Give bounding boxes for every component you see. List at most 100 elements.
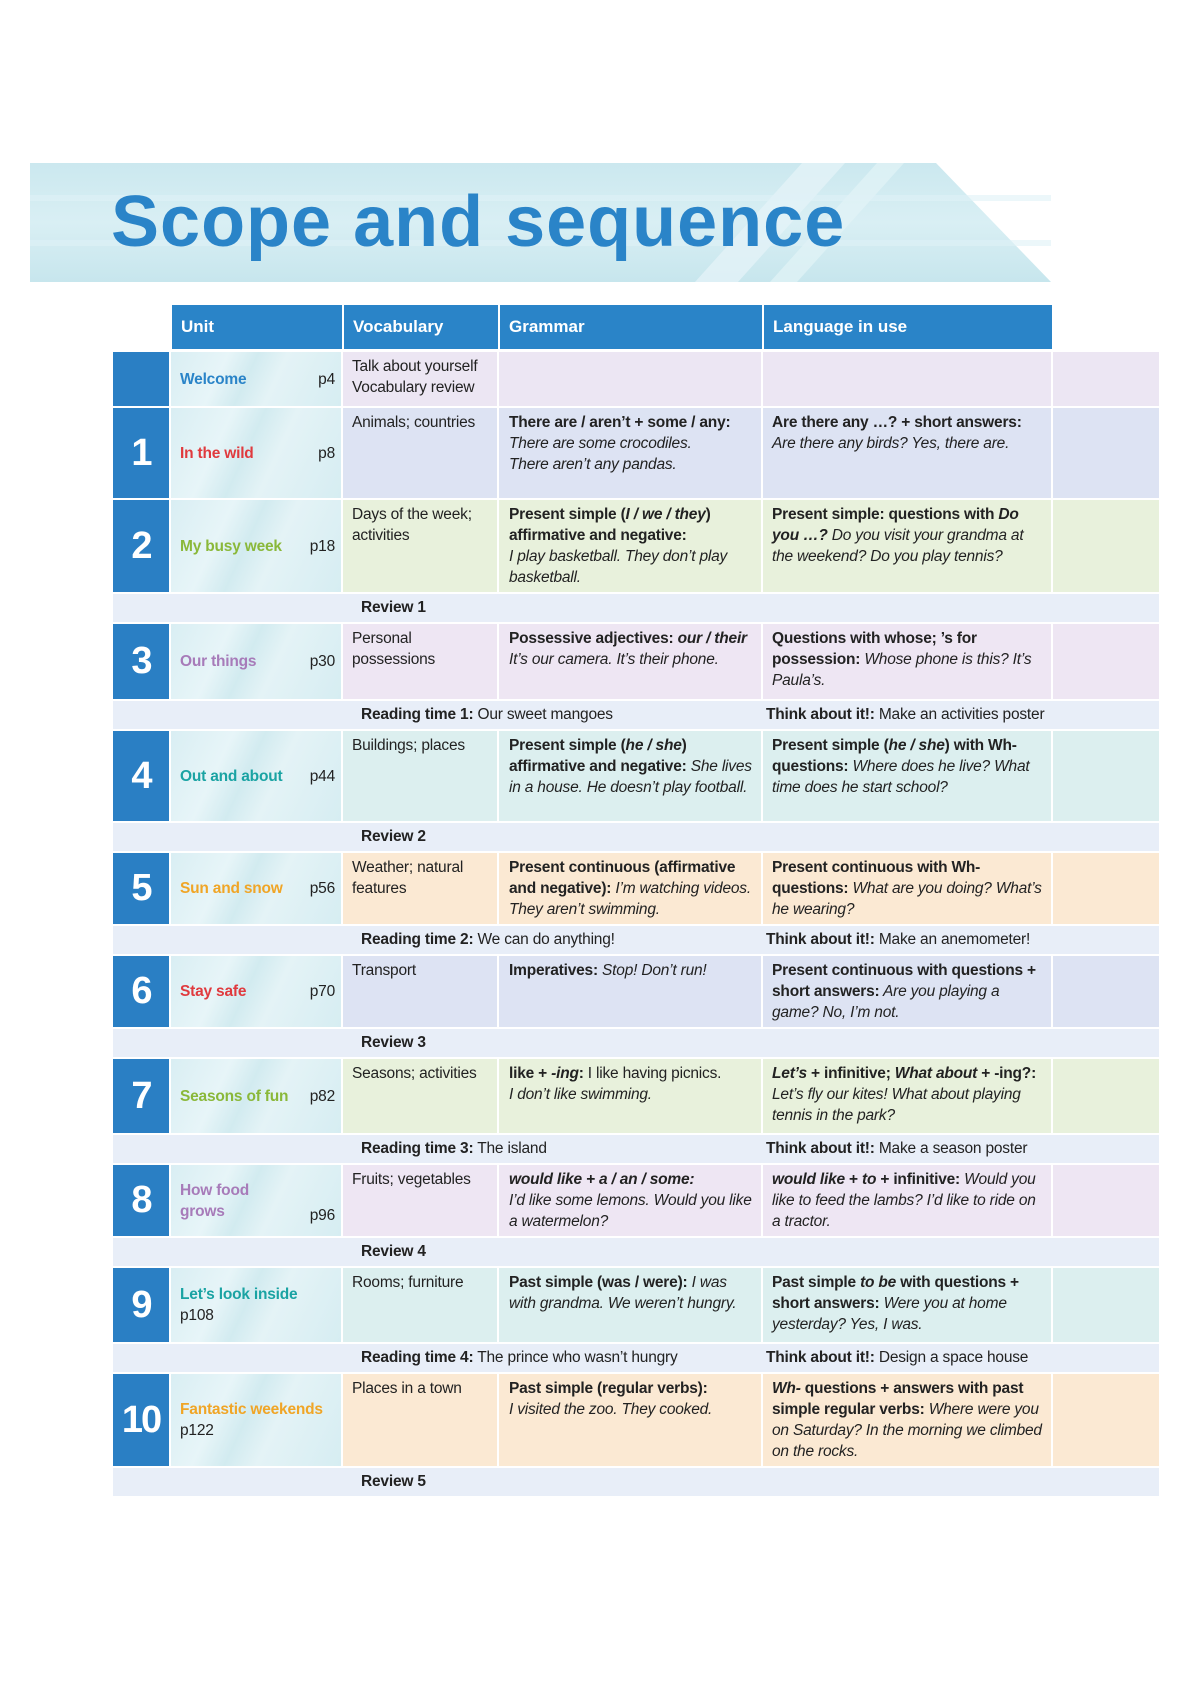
separator-left: Reading time 2: We can do anything! bbox=[361, 931, 615, 949]
unit-cell: Sun and snow p56 bbox=[171, 853, 341, 924]
separator-right: Think about it!: Make an anemometer! bbox=[766, 931, 1030, 949]
language-text: Present continuous with Wh- questions: bbox=[772, 859, 981, 897]
unit-page: p108 bbox=[180, 1307, 214, 1324]
separator-right: Think about it!: Make an activities post… bbox=[766, 706, 1045, 724]
vocabulary-text: Weather; natural features bbox=[352, 859, 464, 897]
vocabulary-text: Vocabulary review bbox=[352, 379, 475, 396]
unit-name: My busy week bbox=[180, 537, 282, 555]
separator-left: Review 3 bbox=[361, 1034, 426, 1052]
separator-left: Reading time 1: Our sweet mangoes bbox=[361, 706, 613, 724]
vocabulary-cell: Buildings; places bbox=[343, 731, 497, 821]
header-grammar: Grammar bbox=[500, 305, 762, 349]
language-text: to bbox=[862, 1171, 877, 1188]
grammar-cell: Present simple (I / we / they) affirmati… bbox=[499, 500, 761, 592]
unit-number: 2 bbox=[113, 500, 169, 592]
language-text: Present simple: questions with bbox=[772, 506, 999, 523]
language-cell: Questions with whose; ’s for possession:… bbox=[763, 624, 1051, 699]
unit-name: Let’s look inside bbox=[180, 1286, 298, 1303]
separator-left: Reading time 4: The prince who wasn’t hu… bbox=[361, 1349, 678, 1367]
vocabulary-cell: Animals; countries bbox=[343, 408, 497, 498]
extra-cell bbox=[1053, 956, 1159, 1027]
grammar-text: There are some crocodiles. bbox=[509, 435, 692, 452]
separator-right: Think about it!: Design a space house bbox=[766, 1349, 1028, 1367]
unit-name: Fantastic weekends bbox=[180, 1401, 323, 1418]
unit-number bbox=[113, 352, 169, 406]
language-text: Where does he live? What time does he st… bbox=[772, 758, 1030, 796]
unit-number: 10 bbox=[113, 1374, 169, 1466]
unit-cell: In the wild p8 bbox=[171, 408, 341, 498]
grammar-text: Stop! Don’t run! bbox=[597, 962, 707, 979]
grammar-cell: Present simple (he / she) affirmative an… bbox=[499, 731, 761, 821]
unit-number: 1 bbox=[113, 408, 169, 498]
language-cell: would like + to + infinitive: Would you … bbox=[763, 1165, 1051, 1236]
language-text: + infinitive; bbox=[806, 1065, 895, 1082]
unit-page: p18 bbox=[309, 537, 335, 555]
review-row: Review 2 bbox=[113, 823, 1159, 851]
review-row: Review 4 bbox=[113, 1238, 1159, 1266]
grammar-text: our / their bbox=[677, 630, 747, 647]
language-text: Whose phone is this? It’s Paula’s. bbox=[772, 651, 1032, 689]
extra-cell bbox=[1053, 624, 1159, 699]
unit-name: Sun and snow bbox=[180, 880, 283, 897]
unit-page: p56 bbox=[309, 880, 335, 897]
language-cell: Present simple (he / she) with Wh- quest… bbox=[763, 731, 1051, 821]
reading-time-row: Reading time 3: The island Think about it… bbox=[113, 1135, 1159, 1163]
vocabulary-text: Buildings; places bbox=[352, 737, 465, 754]
vocabulary-cell: Seasons; activities bbox=[343, 1059, 497, 1133]
language-text: questions + answers with past simple reg… bbox=[772, 1380, 1024, 1418]
separator-right-text: Make an anemometer! bbox=[874, 931, 1031, 948]
unit-name: Our things bbox=[180, 653, 257, 670]
grammar-text: Possessive adjectives: bbox=[509, 630, 678, 647]
extra-cell bbox=[1053, 1165, 1159, 1236]
vocabulary-text: Animals; countries bbox=[352, 414, 476, 431]
separator-left-text: We can do anything! bbox=[473, 931, 615, 948]
language-text: What about bbox=[894, 1065, 978, 1082]
unit-name: How food grows bbox=[180, 1181, 249, 1220]
unit-page: p122 bbox=[180, 1422, 214, 1439]
language-text: Let’s fly our kites! What about playing … bbox=[772, 1086, 1021, 1124]
grammar-text: like + bbox=[509, 1065, 552, 1082]
grammar-text: It’s our camera. It’s their phone. bbox=[509, 651, 719, 668]
language-text: What are you doing? What’s he wearing? bbox=[772, 880, 1042, 918]
separator-right-text: Make a season poster bbox=[874, 1140, 1028, 1157]
unit-row: 5 Sun and snow p56 Weather; natural feature… bbox=[113, 853, 1159, 924]
vocabulary-cell: Fruits; vegetables bbox=[343, 1165, 497, 1236]
grammar-cell bbox=[499, 352, 761, 406]
grammar-text: -ing bbox=[551, 1065, 579, 1082]
grammar-text: ) affirmative and negative: bbox=[509, 506, 711, 544]
unit-cell: Let’s look inside p108 bbox=[171, 1268, 341, 1342]
grammar-text: ) affirmative and negative: bbox=[509, 737, 687, 775]
grammar-text: would like + a / an / some: bbox=[509, 1171, 695, 1188]
language-text: Where were you on Saturday? In the morni… bbox=[772, 1401, 1042, 1460]
scope-table-body: Welcome p4 Talk about yourself Vocabulary r… bbox=[113, 352, 1159, 1498]
vocabulary-text: Seasons; activities bbox=[352, 1065, 477, 1082]
extra-cell bbox=[1053, 1268, 1159, 1342]
separator-left: Review 2 bbox=[361, 828, 426, 846]
grammar-text: I was with grandma. We weren’t hungry. bbox=[509, 1274, 737, 1312]
unit-number: 5 bbox=[113, 853, 169, 924]
separator-left-label: Review 5 bbox=[361, 1473, 426, 1490]
language-text: + infinitive: bbox=[876, 1171, 961, 1188]
vocabulary-text: Transport bbox=[352, 962, 416, 979]
language-cell: Are there any …? + short answers: Are the… bbox=[763, 408, 1051, 498]
separator-left-label: Review 3 bbox=[361, 1034, 426, 1051]
separator-right-text: Design a space house bbox=[874, 1349, 1029, 1366]
unit-row: 7 Seasons of fun p82 Seasons; activities lik… bbox=[113, 1059, 1159, 1133]
extra-cell bbox=[1053, 500, 1159, 592]
language-text: + -ing?: bbox=[977, 1065, 1037, 1082]
language-text: would like bbox=[772, 1171, 845, 1188]
language-text: Do you …? bbox=[772, 506, 1019, 544]
vocabulary-cell: Rooms; furniture bbox=[343, 1268, 497, 1342]
review-row: Review 1 bbox=[113, 594, 1159, 622]
extra-cell bbox=[1053, 731, 1159, 821]
language-cell: Present continuous with questions + shor… bbox=[763, 956, 1051, 1027]
vocabulary-cell: Talk about yourself Vocabulary review bbox=[343, 352, 497, 406]
separator-right-label: Think about it!: bbox=[766, 931, 875, 948]
language-text: Would you like to feed the lambs? I’d li… bbox=[772, 1171, 1036, 1230]
unit-name: Seasons of fun bbox=[180, 1087, 289, 1105]
language-text: Wh- bbox=[772, 1380, 801, 1397]
unit-row: 9 Let’s look inside p108 Rooms; furniture Pa… bbox=[113, 1268, 1159, 1342]
grammar-cell: Possessive adjectives: our / their It’s … bbox=[499, 624, 761, 699]
unit-cell: Seasons of fun p82 bbox=[171, 1059, 341, 1133]
